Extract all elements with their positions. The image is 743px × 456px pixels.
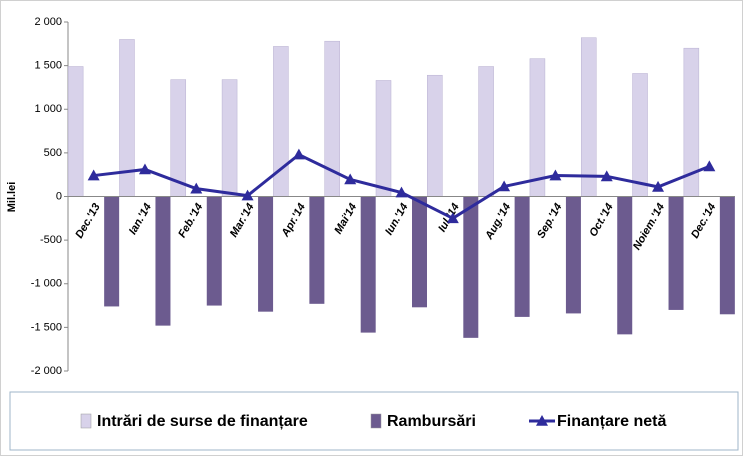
bar	[412, 196, 427, 308]
marker	[292, 148, 305, 160]
legend-swatch	[80, 413, 92, 429]
marker	[549, 169, 562, 181]
bar	[565, 196, 581, 314]
bar	[67, 66, 84, 197]
marker	[344, 173, 357, 185]
bar	[309, 196, 325, 304]
legend-label: Intrări de surse de finanțare	[97, 413, 308, 430]
marker	[652, 180, 665, 192]
marker	[600, 170, 613, 182]
bar	[104, 196, 120, 307]
y-tick-label: -500	[40, 234, 62, 246]
y-tick-label: 1 000	[34, 103, 62, 115]
y-tick-label: 1 500	[34, 60, 62, 72]
legend-label: Finanțare netă	[557, 413, 666, 430]
y-tick-label: -1 500	[31, 321, 62, 333]
bar	[360, 196, 376, 333]
bar	[529, 58, 546, 197]
y-tick-label: 0	[56, 190, 62, 202]
y-tick-label: 2 000	[34, 16, 62, 28]
y-tick-label: -1 000	[31, 278, 62, 290]
y-tick-label: 500	[44, 147, 62, 159]
marker	[87, 169, 100, 181]
bar	[632, 73, 648, 197]
bar	[155, 196, 171, 326]
marker	[703, 160, 716, 172]
bar	[463, 196, 479, 338]
legend-label: Rambursări	[387, 413, 476, 430]
marker	[138, 163, 151, 175]
marker	[190, 182, 203, 194]
bar	[375, 80, 392, 197]
bar	[206, 196, 222, 306]
marker	[241, 189, 254, 201]
bar	[617, 196, 633, 335]
marker	[498, 180, 511, 192]
bar	[478, 66, 494, 197]
y-axis-label: Mil.lei	[6, 182, 18, 213]
y-tick-label: -2 000	[31, 365, 62, 377]
legend-swatch	[370, 413, 382, 429]
bar	[221, 79, 238, 197]
bar	[514, 196, 530, 317]
marker	[395, 186, 408, 198]
legend-marker	[536, 415, 548, 426]
bar	[668, 196, 684, 310]
bar	[580, 37, 597, 197]
marker	[446, 212, 459, 224]
bar	[258, 196, 274, 312]
bar	[719, 196, 735, 315]
bar	[427, 74, 443, 197]
